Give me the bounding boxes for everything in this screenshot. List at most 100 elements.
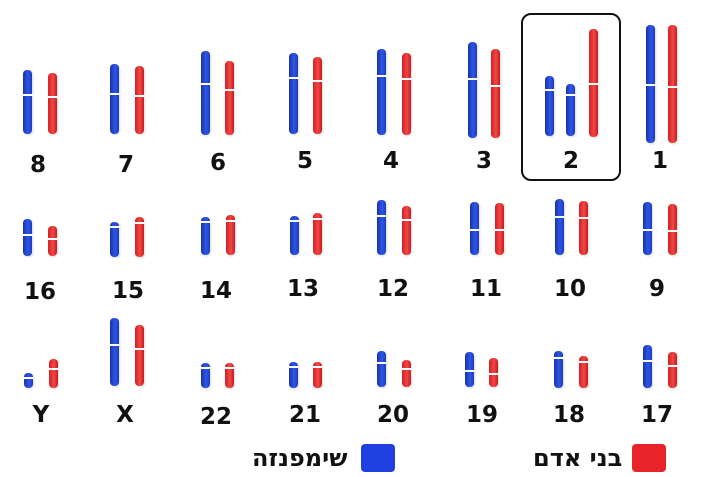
centromere-mark [312, 218, 323, 220]
chromosome-16-chimp-0 [22, 219, 33, 256]
chromosome-14-chimp-0 [200, 217, 211, 255]
chromosome-number-label: 3 [475, 148, 492, 174]
centromere-mark [312, 366, 323, 368]
chromosome-9-human-1 [667, 204, 678, 255]
chromosome-13-human-1 [312, 213, 323, 255]
chromosome-number-label: 10 [553, 276, 586, 302]
centromere-mark [494, 229, 505, 231]
centromere-mark [289, 220, 300, 222]
centromere-mark [667, 86, 678, 88]
chromosome-number-label: 14 [199, 278, 232, 304]
chromosome-22-human-1 [224, 363, 235, 388]
chromosome-number-label: 16 [23, 279, 56, 305]
centromere-mark [200, 367, 211, 369]
chromosome-20-chimp-0 [376, 351, 387, 387]
centromere-mark [464, 370, 475, 372]
chromosome-number-label: 22 [199, 404, 232, 430]
chromosome-number-label: 17 [640, 402, 673, 428]
centromere-mark [588, 83, 599, 85]
chromosome-number-label: 21 [288, 402, 321, 428]
chromosome-13-chimp-0 [289, 216, 300, 255]
centromere-mark [376, 215, 387, 217]
legend-human-swatch [632, 444, 667, 472]
chromosome-4-human-1 [401, 53, 412, 135]
centromere-mark [23, 377, 34, 379]
chromosome-21-chimp-0 [288, 362, 299, 388]
chromosome-number-label: Y [32, 402, 50, 428]
chromosome-number-label: 2 [562, 148, 579, 174]
chromosome-18-chimp-0 [553, 351, 564, 388]
centromere-mark [109, 226, 120, 228]
chromosome-2-chimp-0 [544, 76, 555, 136]
chromosome-number-label: X [116, 402, 134, 428]
centromere-mark [490, 85, 501, 87]
chromosome-11-chimp-0 [469, 202, 480, 255]
centromere-mark [401, 219, 412, 221]
legend-human: בני אדם [533, 444, 667, 472]
centromere-mark [109, 93, 120, 95]
chromosome-6-chimp-0 [200, 51, 211, 135]
centromere-mark [200, 83, 211, 85]
chromosome-10-human-1 [578, 201, 589, 255]
chromosome-19-chimp-0 [464, 352, 475, 387]
chromosome-5-chimp-0 [288, 53, 299, 134]
chromosome-number-label: 4 [382, 148, 399, 174]
chromosome-10-chimp-0 [554, 199, 565, 255]
chromosome-number-label: 13 [286, 276, 319, 302]
chromosome-20-human-1 [401, 360, 412, 387]
centromere-mark [565, 94, 576, 96]
centromere-mark [544, 89, 555, 91]
centromere-mark [288, 366, 299, 368]
chromosome-3-chimp-0 [467, 42, 478, 138]
centromere-mark [48, 368, 59, 370]
centromere-mark [312, 80, 323, 82]
centromere-mark [488, 373, 499, 375]
chromosome-4-chimp-0 [376, 49, 387, 135]
chromosome-17-chimp-0 [642, 345, 653, 388]
chromosome-number-label: 6 [209, 150, 226, 176]
chromosome-2-human-2 [588, 29, 599, 137]
chromosome-number-label: 18 [552, 402, 585, 428]
centromere-mark [554, 216, 565, 218]
chromosome-8-human-1 [47, 73, 58, 134]
chromosome-X-chimp-0 [109, 318, 120, 386]
legend-chimp-label: שימפנזה [252, 444, 348, 472]
chromosome-15-human-1 [134, 217, 145, 257]
chromosome-number-label: 8 [29, 152, 46, 178]
centromere-mark [467, 78, 478, 80]
chromosome-3-human-1 [490, 49, 501, 138]
centromere-mark [134, 222, 145, 224]
chromosome-Y-human-1 [48, 359, 59, 388]
chromosome-number-label: 7 [117, 152, 134, 178]
centromere-mark [288, 77, 299, 79]
centromere-mark [645, 84, 656, 86]
chromosome-14-human-1 [225, 215, 236, 255]
centromere-mark [47, 96, 58, 98]
chromosome-Y-chimp-0 [23, 373, 34, 388]
chromosome-21-human-1 [312, 362, 323, 388]
centromere-mark [224, 89, 235, 91]
centromere-mark [376, 362, 387, 364]
chromosome-X-human-1 [134, 325, 145, 386]
legend-chimp-swatch [361, 444, 396, 472]
centromere-mark [134, 95, 145, 97]
chromosome-number-label: 12 [376, 276, 409, 302]
centromere-mark [134, 348, 145, 350]
centromere-mark [642, 229, 653, 231]
chromosome-19-human-1 [488, 358, 499, 387]
chromosome-12-human-1 [401, 206, 412, 255]
chromosome-17-human-1 [667, 352, 678, 388]
chromosome-number-label: 20 [376, 402, 409, 428]
centromere-mark [200, 221, 211, 223]
centromere-mark [376, 75, 387, 77]
legend-chimp: שימפנזה [252, 444, 396, 472]
centromere-mark [22, 234, 33, 236]
legend-human-label: בני אדם [533, 444, 623, 472]
chromosome-number-label: 5 [296, 148, 313, 174]
chromosome-6-human-1 [224, 61, 235, 135]
chromosome-number-label: 1 [651, 148, 668, 174]
centromere-mark [401, 78, 412, 80]
centromere-mark [667, 365, 678, 367]
chromosome-11-human-1 [494, 203, 505, 255]
chromosome-8-chimp-0 [22, 70, 33, 134]
